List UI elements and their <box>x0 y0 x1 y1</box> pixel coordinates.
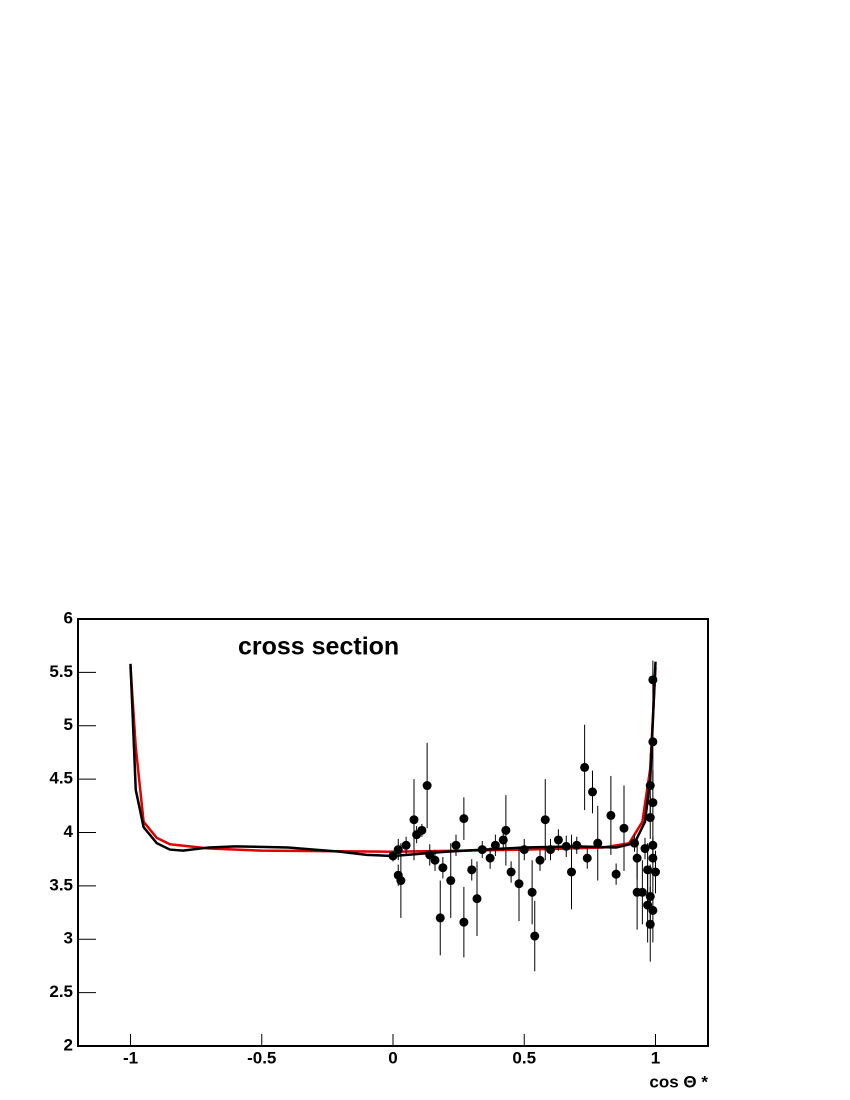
data-point <box>459 814 469 824</box>
x-tick-label: 0 <box>388 1048 397 1067</box>
data-point <box>645 781 655 791</box>
data-point <box>546 845 555 855</box>
x-tick-label: 1 <box>651 1048 660 1067</box>
data-point <box>409 815 419 825</box>
data-point <box>422 781 432 791</box>
data-point <box>430 855 440 865</box>
data-point <box>640 844 650 854</box>
data-point <box>485 853 495 863</box>
data-point <box>648 905 658 915</box>
data-point <box>401 840 411 850</box>
y-tick-label: 5.5 <box>49 662 73 681</box>
data-point <box>438 863 448 873</box>
data-point <box>651 867 660 877</box>
y-tick-label: 6 <box>64 608 73 627</box>
data-point <box>446 876 456 886</box>
data-point <box>572 840 582 850</box>
data-point <box>648 675 658 685</box>
y-tick-label: 4.5 <box>49 769 73 788</box>
data-point <box>396 876 406 886</box>
x-axis-label: cos Θ * <box>649 1072 708 1091</box>
data-point <box>611 869 621 879</box>
data-point <box>606 810 616 820</box>
data-point <box>540 815 550 825</box>
data-point <box>527 887 537 897</box>
data-point <box>498 835 508 845</box>
data-point <box>451 840 461 850</box>
data-point <box>535 855 545 865</box>
data-point <box>477 845 487 855</box>
x-tick-label: 0.5 <box>512 1048 536 1067</box>
data-point <box>506 867 516 877</box>
data-point <box>588 787 597 797</box>
model-line <box>129 666 657 853</box>
data-point <box>490 840 500 850</box>
x-tick-label: -1 <box>123 1048 138 1067</box>
data-point <box>530 931 540 941</box>
data-point <box>553 835 563 845</box>
data-point <box>619 823 629 833</box>
y-tick-label: 3.5 <box>49 875 73 894</box>
data-point <box>561 841 571 851</box>
data-point <box>648 798 658 808</box>
data-point <box>593 838 603 848</box>
plot-frame <box>77 618 709 1047</box>
y-tick-label: 3 <box>64 929 73 948</box>
data-point <box>648 853 658 863</box>
data-point <box>582 853 592 863</box>
data-point <box>501 825 511 835</box>
data-point <box>632 853 642 863</box>
data-point <box>519 845 529 855</box>
y-tick-label: 4 <box>64 822 74 841</box>
data-point <box>567 867 576 877</box>
data-point <box>459 917 469 927</box>
data-point <box>630 838 639 848</box>
data-point <box>514 879 524 889</box>
data-point <box>417 825 427 835</box>
data-point <box>393 845 403 855</box>
data-point <box>648 737 658 747</box>
x-tick-label: -0.5 <box>247 1048 276 1067</box>
chart-title: cross section <box>238 633 399 661</box>
y-tick-label: 5 <box>64 715 73 734</box>
data-point <box>435 913 445 923</box>
data-point <box>472 894 482 904</box>
y-tick-label: 2 <box>64 1035 73 1054</box>
model-line <box>129 661 657 858</box>
data-point <box>580 762 590 772</box>
data-point <box>637 887 647 897</box>
y-tick-label: 2.5 <box>49 982 73 1001</box>
data-point <box>467 865 477 875</box>
data-point <box>645 919 655 929</box>
data-point <box>388 851 398 861</box>
